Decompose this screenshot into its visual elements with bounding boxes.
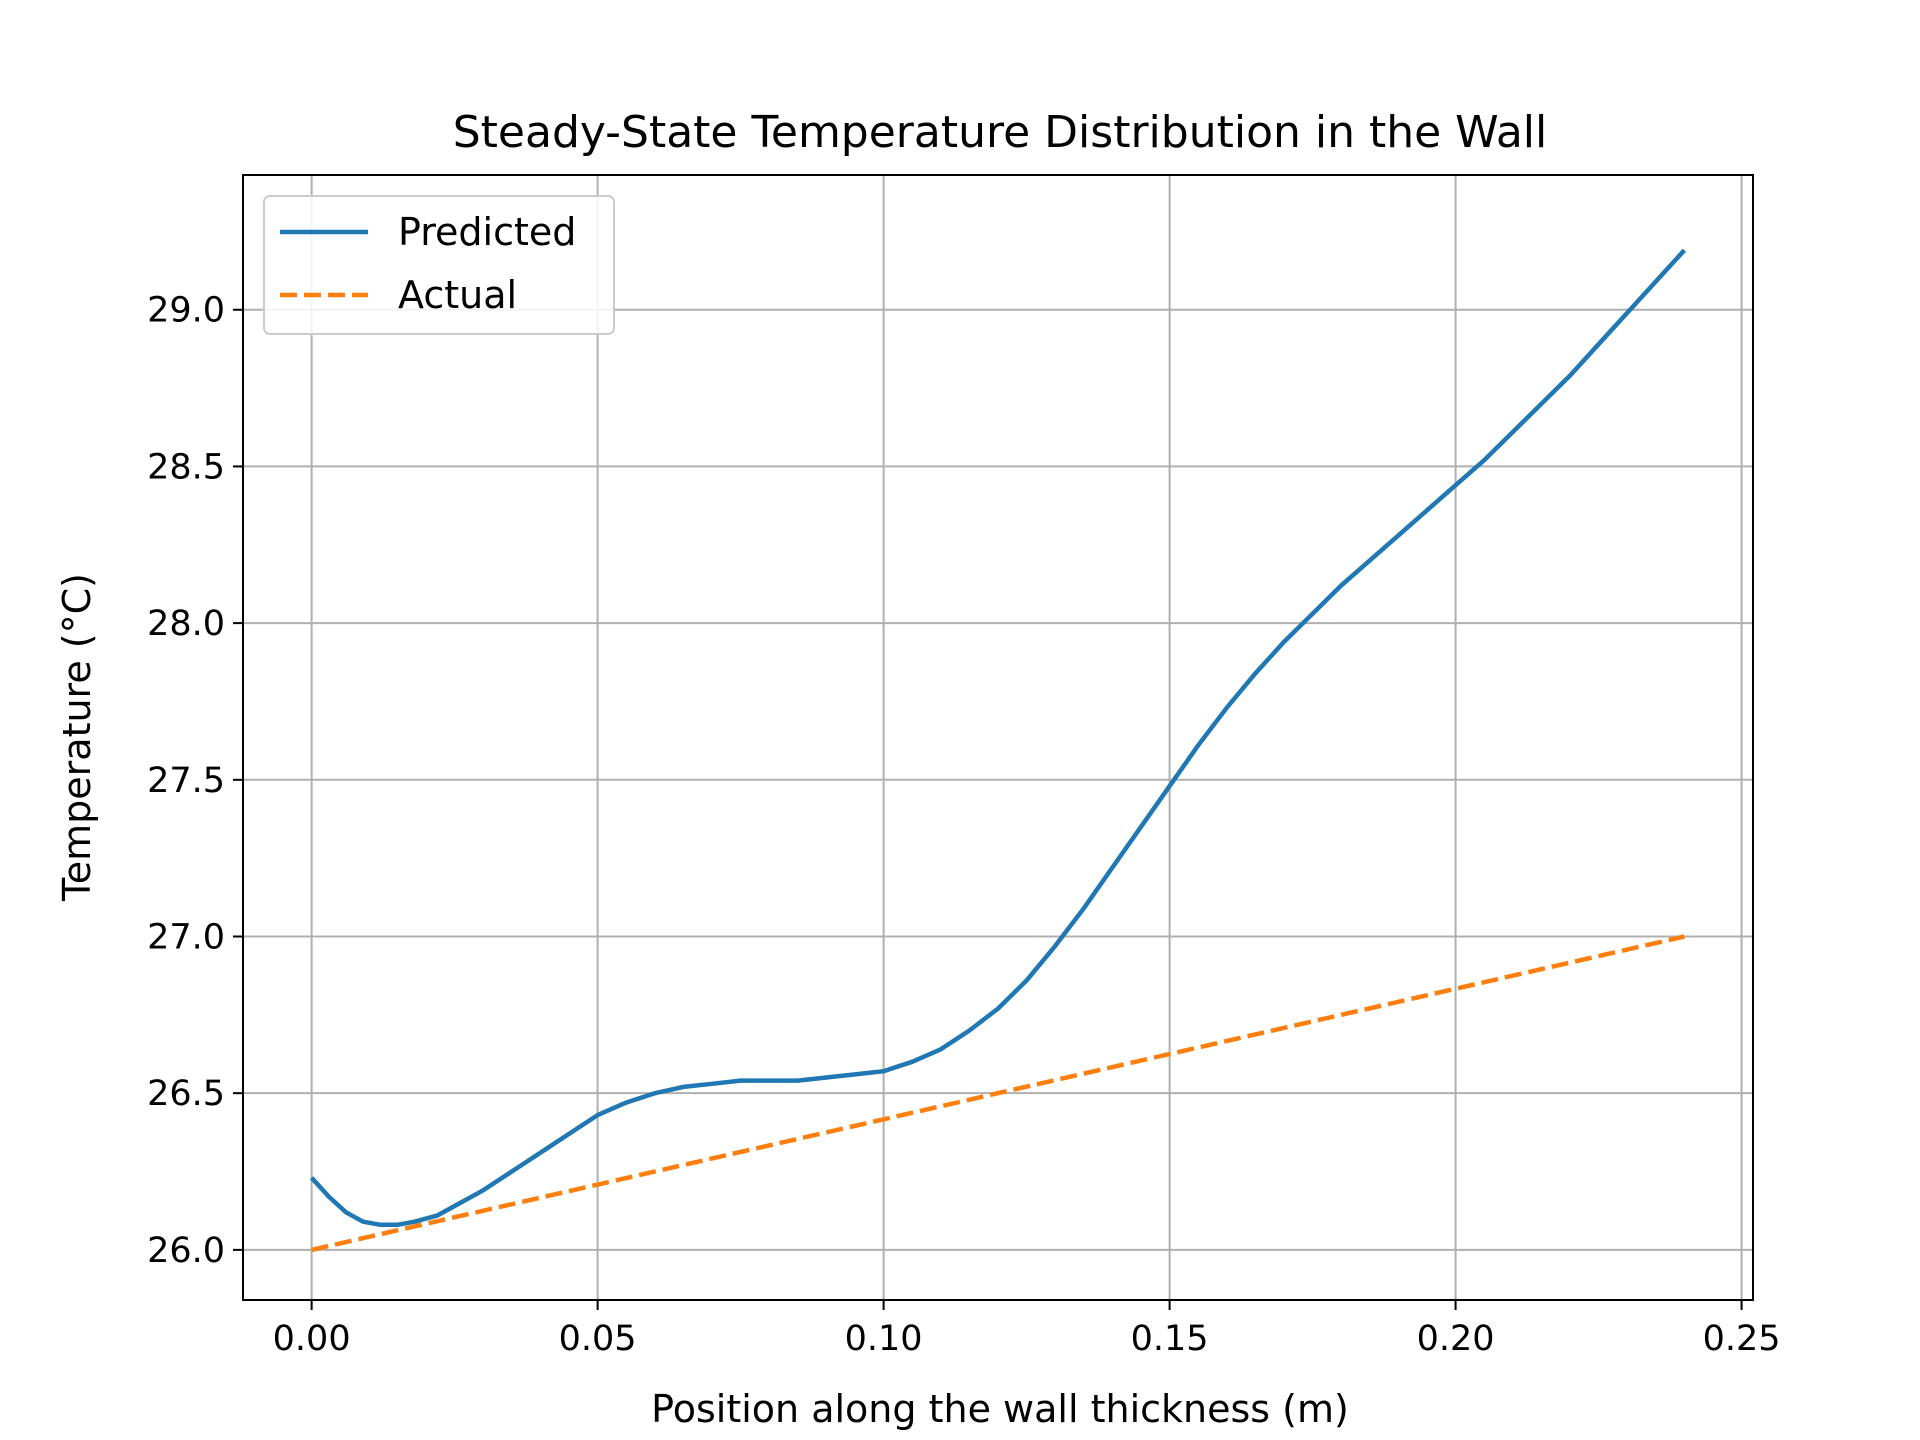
- x-tick-label: 0.00: [273, 1319, 351, 1359]
- x-tick-label: 0.25: [1703, 1319, 1781, 1359]
- y-tick-label: 29.0: [147, 291, 225, 331]
- chart-title: Steady-State Temperature Distribution in…: [453, 107, 1548, 158]
- plot-frame: [242, 174, 1754, 1301]
- y-tick-label: 27.5: [147, 761, 225, 801]
- series-line-predicted: [309, 248, 1687, 1228]
- legend: Predicted Actual: [263, 195, 615, 335]
- legend-label-predicted: Predicted: [398, 210, 576, 254]
- y-tick-label: 28.0: [147, 604, 225, 644]
- y-tick-label: 28.5: [147, 447, 225, 487]
- x-axis-label: Position along the wall thickness (m): [651, 1387, 1349, 1431]
- x-tick-label: 0.10: [845, 1319, 923, 1359]
- series-layer: [309, 248, 1687, 1253]
- series-line-actual: [311, 934, 1685, 1253]
- x-tick-label: 0.15: [1131, 1319, 1209, 1359]
- x-tick-label: 0.05: [559, 1319, 637, 1359]
- y-axis: 26.0 26.5 27.0 27.5 28.0 28.5 29.0: [147, 291, 243, 1271]
- x-tick-label: 0.20: [1417, 1319, 1495, 1359]
- grid: [243, 175, 1753, 1300]
- y-axis-label: Temperature (°C): [55, 573, 99, 902]
- x-axis: 0.00 0.05 0.10 0.15 0.20 0.25: [273, 1300, 1781, 1359]
- legend-label-actual: Actual: [398, 273, 517, 317]
- y-tick-label: 26.0: [147, 1231, 225, 1271]
- y-tick-label: 26.5: [147, 1074, 225, 1114]
- y-tick-label: 27.0: [147, 917, 225, 957]
